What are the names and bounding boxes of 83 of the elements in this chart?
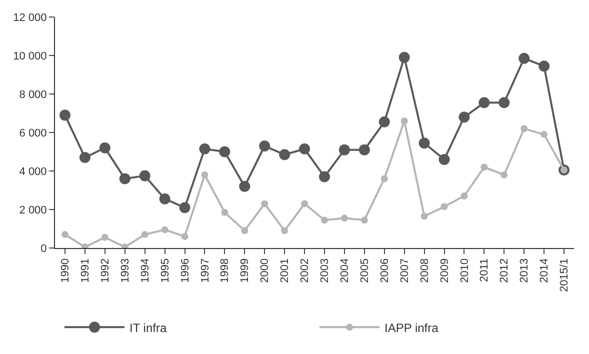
point	[59, 110, 70, 121]
legend-label: IAPP infra	[384, 320, 439, 335]
point	[299, 143, 310, 154]
point	[199, 143, 210, 154]
point	[119, 173, 130, 184]
x-tick-label: 1997	[199, 258, 212, 283]
point	[520, 125, 528, 132]
point	[418, 138, 430, 149]
point	[338, 144, 350, 156]
y-tick-label: 6 000	[19, 127, 47, 140]
point	[179, 202, 190, 214]
x-tick-label: 2013	[518, 258, 531, 283]
x-tick-label: 1999	[239, 258, 252, 283]
y-tick-label: 4 000	[19, 166, 47, 178]
y-tick-label: 2 000	[19, 204, 47, 216]
point	[201, 171, 208, 178]
point	[518, 52, 530, 64]
point	[99, 142, 110, 154]
point	[279, 149, 290, 160]
point	[221, 208, 228, 216]
legend-label: IT infra	[130, 320, 167, 335]
point	[159, 193, 170, 204]
point	[239, 180, 250, 192]
x-tick-label: 2000	[259, 258, 272, 283]
x-tick-label: 2014	[538, 258, 551, 283]
x-tick-label: 2015/1	[558, 258, 571, 292]
x-tick-label: 2005	[358, 258, 371, 283]
x-tick-label: 2003	[319, 258, 332, 283]
x-tick-label: 2010	[458, 258, 471, 283]
y-tick-label: 0	[40, 242, 47, 255]
point	[358, 144, 370, 156]
point	[498, 97, 510, 108]
point	[480, 164, 488, 171]
x-tick-label: 1995	[159, 258, 172, 283]
x-tick-label: 2008	[418, 258, 431, 283]
point	[281, 227, 288, 234]
point	[440, 203, 448, 210]
point	[378, 116, 390, 128]
y-tick-label: 8 000	[19, 88, 47, 101]
point	[340, 214, 348, 222]
point	[261, 200, 268, 208]
point	[61, 231, 68, 238]
y-tick-label: 10 000	[13, 50, 47, 62]
point	[139, 170, 150, 182]
point	[478, 97, 490, 108]
point	[320, 216, 328, 224]
point	[241, 227, 248, 234]
point	[181, 232, 188, 240]
point	[301, 200, 308, 208]
point	[538, 60, 550, 72]
point	[380, 175, 388, 182]
x-tick-label: 2004	[339, 258, 352, 283]
point	[398, 52, 410, 63]
x-tick-label: 2011	[478, 258, 491, 282]
x-tick-label: 2007	[398, 258, 411, 283]
point	[259, 140, 270, 152]
x-tick-label: 2009	[438, 258, 451, 283]
x-tick-label: 1990	[60, 258, 72, 283]
point	[161, 226, 168, 234]
point	[420, 212, 428, 220]
point	[540, 130, 548, 138]
y-tick-label: 12 000	[13, 12, 47, 24]
x-tick-label: 2001	[279, 258, 292, 283]
x-tick-label: 2002	[299, 258, 312, 283]
point	[318, 171, 330, 182]
x-tick-label: 1991	[80, 258, 92, 283]
x-tick-label: 1996	[179, 258, 192, 283]
point	[460, 192, 468, 200]
x-tick-label: 1998	[219, 258, 232, 283]
point	[141, 231, 148, 238]
point	[219, 146, 230, 158]
point	[438, 154, 450, 165]
point	[458, 112, 470, 123]
point	[79, 152, 90, 164]
x-tick-label: 1994	[139, 258, 152, 283]
x-tick-label: 2012	[498, 258, 511, 283]
point	[500, 171, 508, 178]
x-tick-label: 1993	[119, 258, 132, 283]
point	[400, 117, 408, 124]
point	[101, 234, 108, 241]
point	[360, 216, 368, 224]
x-tick-label: 2006	[378, 258, 391, 283]
x-tick-label: 1992	[99, 258, 112, 283]
